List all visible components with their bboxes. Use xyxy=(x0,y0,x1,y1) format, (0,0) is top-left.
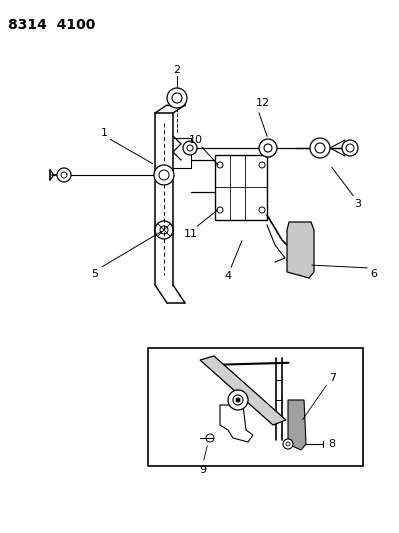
Text: 12: 12 xyxy=(256,98,270,108)
Text: 10: 10 xyxy=(189,135,203,145)
Circle shape xyxy=(61,172,67,178)
Circle shape xyxy=(159,170,169,180)
Text: 2: 2 xyxy=(174,65,181,75)
Text: 6: 6 xyxy=(371,269,377,279)
Text: 7: 7 xyxy=(330,373,337,383)
Bar xyxy=(215,155,267,220)
Circle shape xyxy=(233,395,243,405)
Polygon shape xyxy=(220,405,253,442)
Polygon shape xyxy=(287,222,314,278)
Text: 9: 9 xyxy=(200,465,207,475)
Text: 8: 8 xyxy=(328,439,335,449)
Text: 1: 1 xyxy=(101,128,107,138)
Circle shape xyxy=(57,168,71,182)
Circle shape xyxy=(236,398,240,402)
Circle shape xyxy=(259,139,277,157)
Text: 5: 5 xyxy=(91,269,99,279)
Circle shape xyxy=(154,165,174,185)
Text: 4: 4 xyxy=(224,271,231,281)
Circle shape xyxy=(310,138,330,158)
Polygon shape xyxy=(200,356,286,425)
Circle shape xyxy=(342,140,358,156)
Circle shape xyxy=(283,439,293,449)
Circle shape xyxy=(228,390,248,410)
Bar xyxy=(148,348,363,466)
Text: 11: 11 xyxy=(184,229,198,239)
Circle shape xyxy=(183,141,197,155)
Text: 8314  4100: 8314 4100 xyxy=(8,18,95,32)
Polygon shape xyxy=(288,400,306,450)
Circle shape xyxy=(167,88,187,108)
Text: 3: 3 xyxy=(354,199,361,209)
